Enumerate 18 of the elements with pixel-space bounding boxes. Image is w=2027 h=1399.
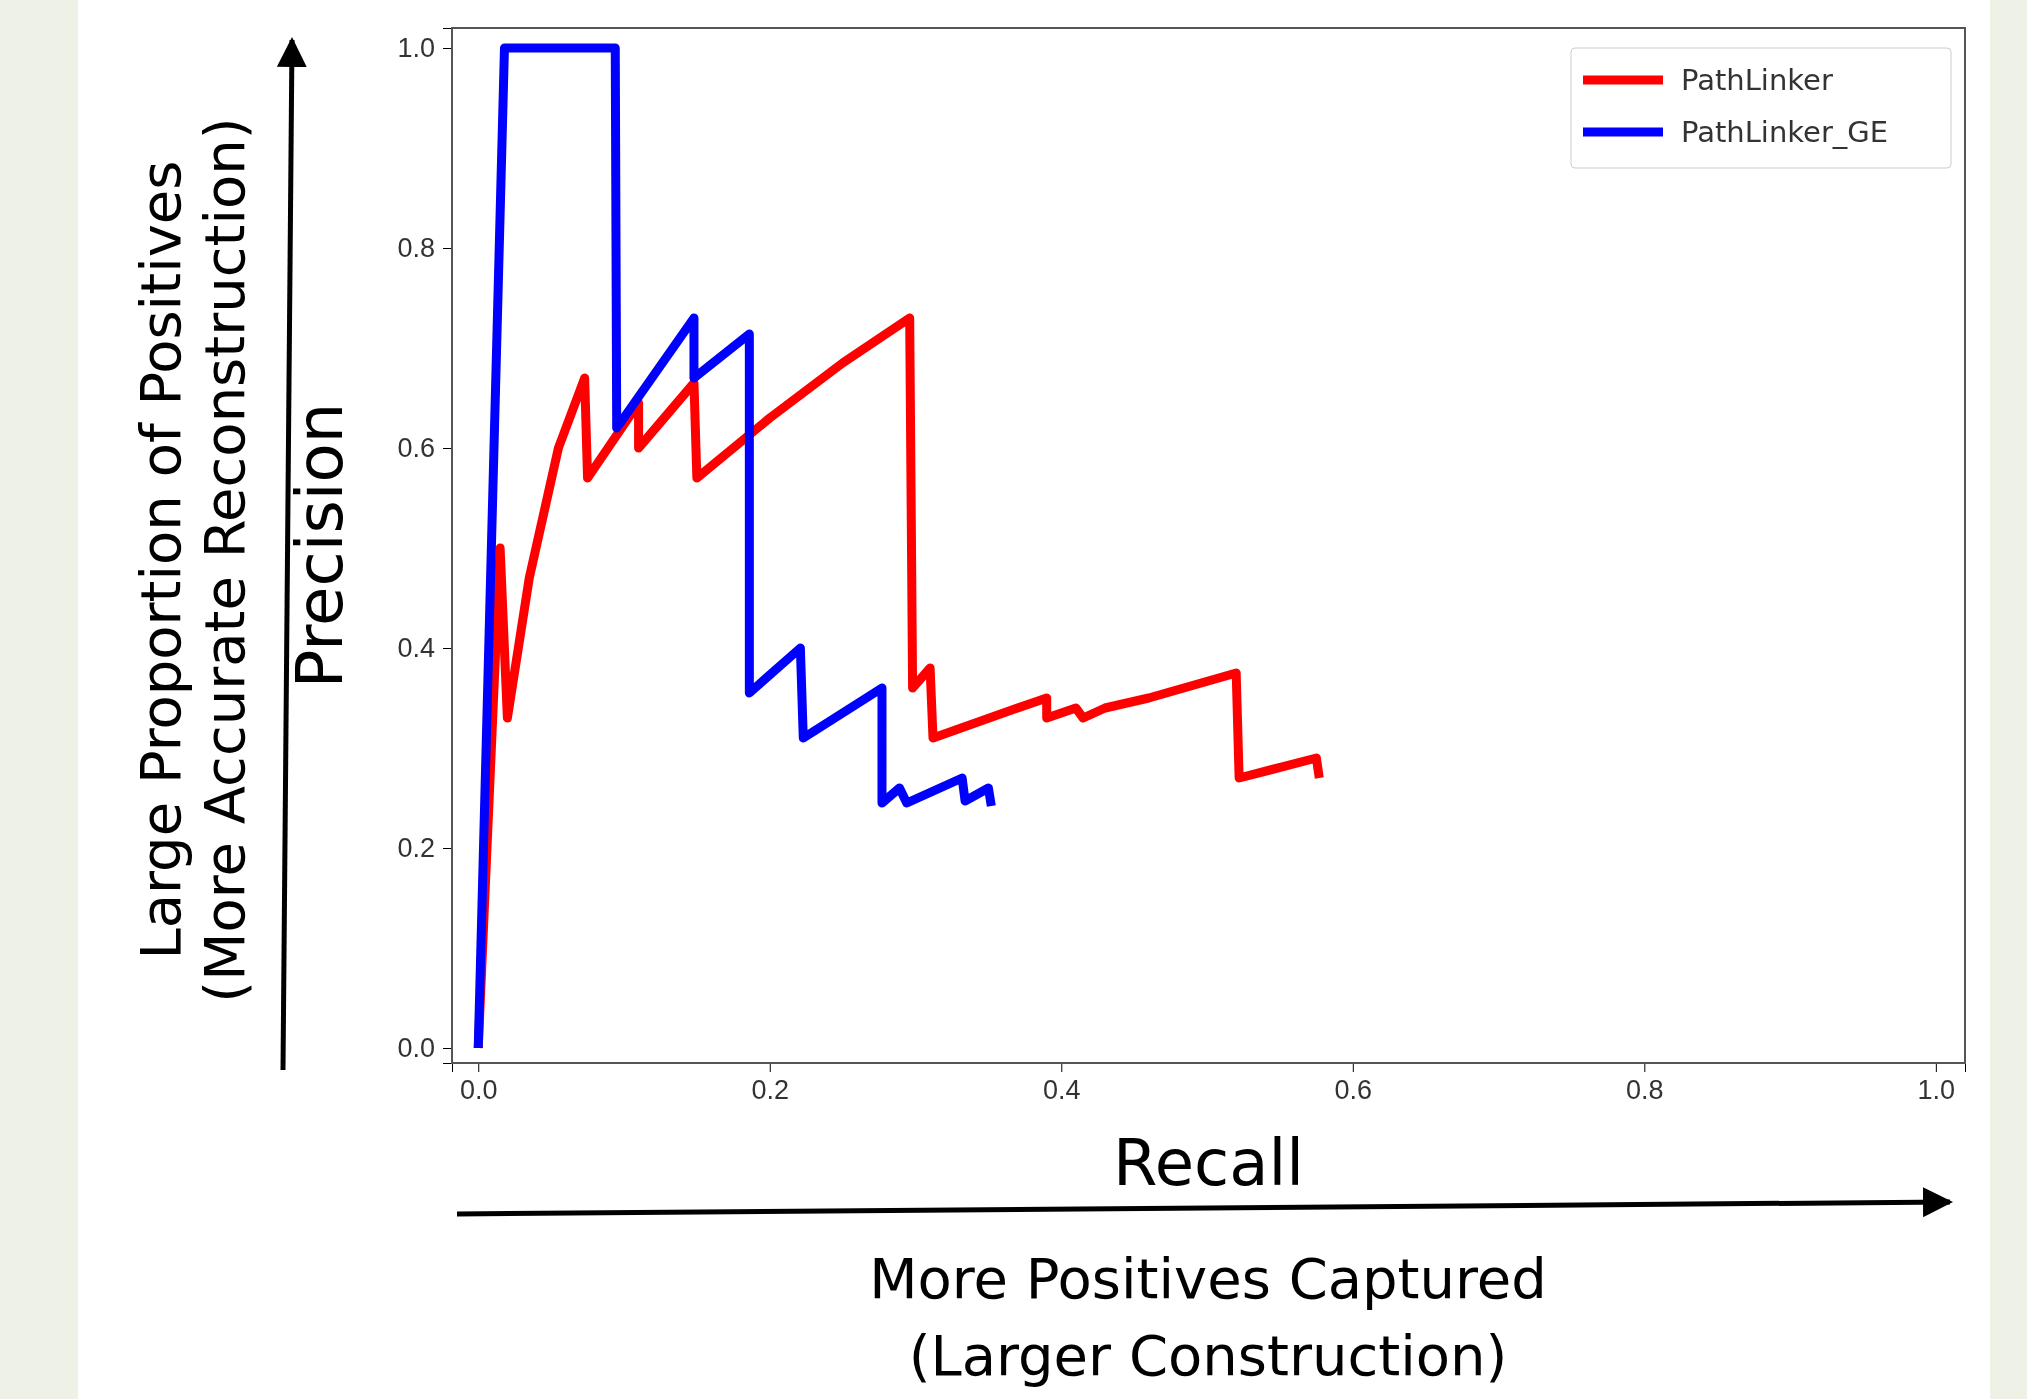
x-tick-label: 0.0 bbox=[459, 1075, 498, 1106]
y-tick-label: 0.8 bbox=[397, 233, 435, 264]
x-tick-label: 0.8 bbox=[1626, 1075, 1664, 1106]
text: Large Proportion of Positives (More Accurate Reconstruction) bbox=[128, 117, 257, 1003]
y-tick-label: 0.6 bbox=[397, 433, 435, 464]
y-tick-label: 1.0 bbox=[397, 33, 435, 64]
x-tick-label: 0.4 bbox=[1043, 1075, 1081, 1106]
y-tick-label: 0.4 bbox=[397, 633, 435, 664]
y-tick-label: 0.0 bbox=[397, 1033, 435, 1064]
x-tick-label: 0.2 bbox=[751, 1075, 790, 1106]
legend-label: PathLinker bbox=[1681, 63, 1833, 97]
y-tick-label: 0.2 bbox=[397, 833, 435, 864]
text: More Positives Captured (Larger Construction) bbox=[869, 1246, 1547, 1388]
x-tick-label: 0.6 bbox=[1334, 1075, 1373, 1106]
x-tick-label: 1.0 bbox=[1917, 1075, 1956, 1106]
y-axis-title: Precision bbox=[283, 402, 357, 689]
x-axis-title: Recall bbox=[1113, 1126, 1304, 1200]
legend-label: PathLinker_GE bbox=[1681, 115, 1889, 149]
